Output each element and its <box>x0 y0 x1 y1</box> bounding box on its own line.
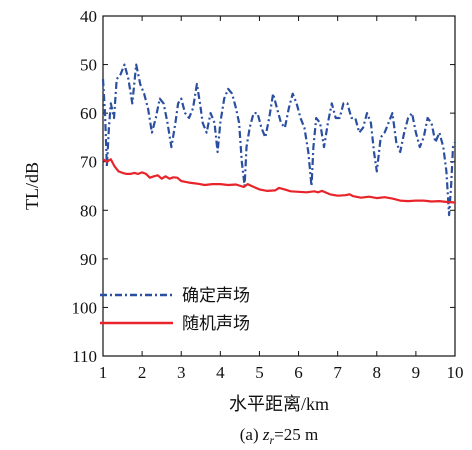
y-axis-title: TL/dB <box>22 162 42 210</box>
legend: 确定声场 随机声场 <box>100 286 250 334</box>
y-tick-label: 80 <box>80 201 97 220</box>
y-tick-label: 50 <box>80 56 97 75</box>
x-tick-label: 9 <box>412 363 421 382</box>
x-tick-label: 8 <box>373 363 382 382</box>
legend-label-deterministic: 确定声场 <box>182 286 250 306</box>
series-line-random <box>102 158 456 204</box>
caption-variable: z <box>262 425 270 444</box>
y-tick-label: 60 <box>80 104 97 123</box>
x-tick-label: 3 <box>177 363 186 382</box>
x-tick-label: 1 <box>99 363 108 382</box>
x-tick-label: 2 <box>138 363 147 382</box>
figure-caption: (a) zr=25 m <box>240 425 318 447</box>
y-tick-label: 110 <box>72 347 97 366</box>
y-tick-label: 40 <box>80 7 97 26</box>
caption-subscript: r <box>270 433 275 447</box>
axis-ticks: 1 2 3 4 5 6 7 8 9 10 40 50 60 70 80 90 100 110 <box>72 7 464 382</box>
x-tick-label: 10 <box>447 363 464 382</box>
y-tick-label: 70 <box>80 153 97 172</box>
x-tick-label: 4 <box>216 363 225 382</box>
x-axis-title: 水平距离/km <box>229 394 329 414</box>
x-tick-label: 7 <box>333 363 342 382</box>
series-group <box>101 63 457 217</box>
x-tick-label: 6 <box>294 363 303 382</box>
series-line-deterministic <box>101 63 457 217</box>
plot-frame <box>102 15 456 357</box>
caption-prefix: (a) <box>240 425 263 444</box>
y-tick-label: 100 <box>72 298 98 317</box>
x-tick-label: 5 <box>255 363 264 382</box>
y-tick-label: 90 <box>80 250 97 269</box>
legend-label-random: 随机声场 <box>182 314 250 334</box>
caption-suffix: =25 m <box>274 425 318 444</box>
